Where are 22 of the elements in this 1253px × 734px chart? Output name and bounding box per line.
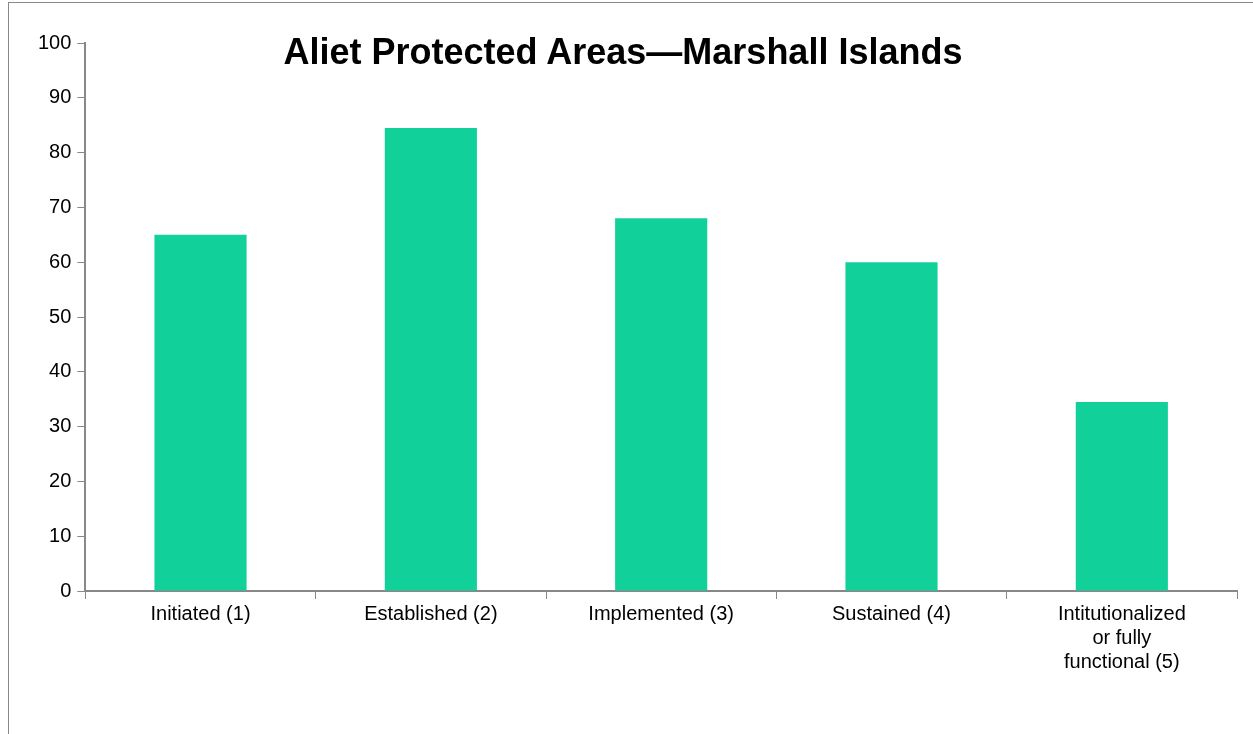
y-tick-label: 50: [49, 304, 72, 327]
bar: [384, 127, 477, 591]
y-tick-label: 100: [37, 30, 72, 53]
y-tick-label: 0: [60, 578, 72, 601]
bar: [1075, 401, 1168, 591]
bar: [615, 218, 708, 591]
y-tick-label: 30: [49, 414, 72, 437]
y-tick-label: 80: [49, 140, 72, 163]
bar: [845, 262, 938, 591]
x-tick-label: Intitutionalized or fully functional (5): [1057, 601, 1186, 672]
y-tick-label: 20: [49, 468, 72, 491]
x-tick-label: Established (2): [364, 601, 498, 624]
x-tick-label: Implemented (3): [588, 601, 734, 624]
y-tick-label: 60: [49, 249, 72, 272]
x-tick-label: Initiated (1): [150, 601, 251, 624]
x-tick-label: Sustained (4): [832, 601, 951, 624]
chart-title: Aliet Protected Areas—Marshall Islands: [283, 30, 963, 72]
y-tick-label: 10: [49, 523, 72, 546]
bar: [154, 234, 247, 591]
y-tick-label: 70: [49, 194, 72, 217]
y-tick-label: 90: [49, 85, 72, 108]
y-tick-label: 40: [49, 359, 72, 382]
